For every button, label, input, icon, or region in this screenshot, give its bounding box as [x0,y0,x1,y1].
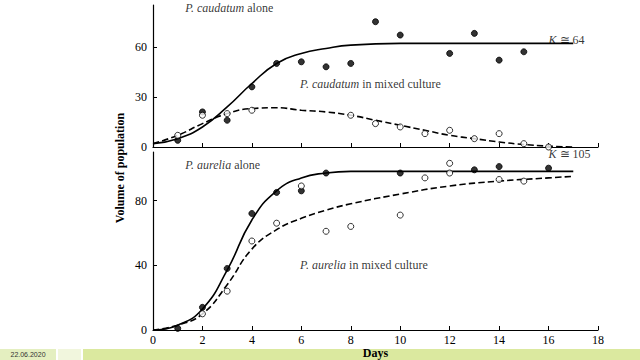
svg-text:40: 40 [135,258,147,272]
svg-text:8: 8 [348,333,354,347]
svg-text:≅: ≅ [560,147,570,161]
svg-text:K: K [548,146,557,161]
svg-text:caudatum: caudatum [312,77,360,91]
svg-text:caudatum: caudatum [197,1,245,15]
svg-text:alone: alone [234,158,260,172]
svg-text:18: 18 [592,333,604,347]
svg-text:14: 14 [493,333,505,347]
svg-text:Volume of population: Volume of population [113,113,127,224]
svg-text:K: K [548,33,557,48]
svg-text:80: 80 [135,194,147,208]
svg-text:≅: ≅ [560,33,570,47]
svg-text:12: 12 [444,333,456,347]
svg-text:60: 60 [135,40,147,54]
svg-text:alone: alone [247,1,273,15]
svg-text:in: in [349,258,358,272]
svg-text:0: 0 [150,333,156,347]
svg-text:10: 10 [394,333,406,347]
svg-text:P.: P. [299,77,309,91]
svg-text:P.: P. [184,158,194,172]
svg-text:culture: culture [394,258,427,272]
svg-text:105: 105 [573,147,591,161]
svg-text:6: 6 [298,333,304,347]
svg-text:0: 0 [141,140,147,154]
svg-text:mixed: mixed [375,77,405,91]
svg-text:2: 2 [199,333,205,347]
svg-text:aurelia: aurelia [197,158,231,172]
svg-text:P.: P. [184,1,194,15]
svg-text:4: 4 [249,333,255,347]
svg-text:30: 30 [135,90,147,104]
svg-text:22.06.2020: 22.06.2020 [10,351,45,358]
svg-text:culture: culture [408,77,441,91]
svg-text:64: 64 [573,33,585,47]
svg-text:P.: P. [299,258,309,272]
svg-text:Days: Days [363,346,389,360]
svg-text:aurelia: aurelia [312,258,346,272]
svg-text:mixed: mixed [361,258,391,272]
svg-text:in: in [362,77,371,91]
svg-text:16: 16 [543,333,555,347]
svg-text:0: 0 [141,323,147,337]
